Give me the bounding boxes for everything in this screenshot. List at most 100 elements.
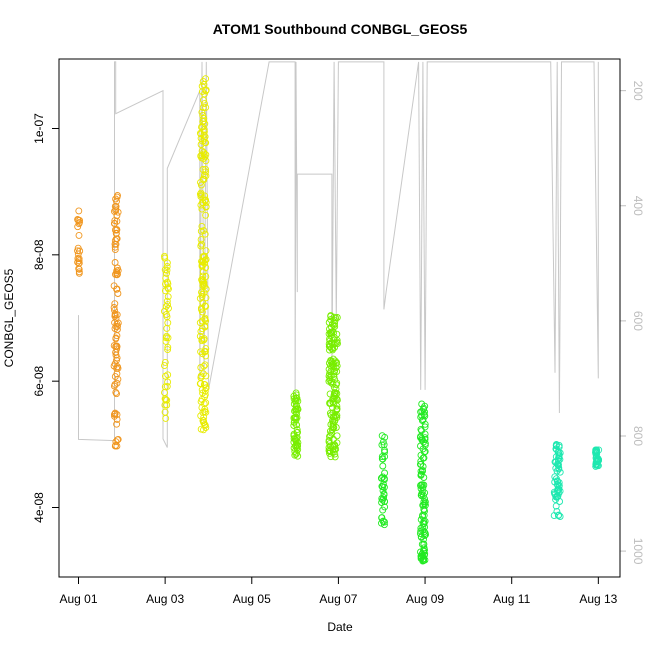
data-point — [420, 520, 428, 527]
data-point — [112, 235, 120, 243]
data-point — [199, 282, 207, 290]
data-point — [333, 432, 341, 440]
data-point — [164, 319, 172, 327]
data-point — [161, 362, 168, 370]
data-point — [197, 201, 205, 209]
plot-frame — [58, 58, 621, 578]
data-point — [378, 432, 386, 440]
data-point — [202, 211, 210, 219]
data-point — [333, 379, 341, 387]
data-point — [328, 363, 336, 371]
data-point — [114, 375, 122, 383]
data-point — [113, 217, 121, 225]
data-point — [162, 274, 170, 282]
data-point — [201, 420, 209, 428]
data-point — [163, 269, 170, 277]
data-point — [161, 401, 169, 409]
data-point — [111, 380, 119, 388]
data-point — [331, 417, 339, 425]
data-point — [327, 453, 335, 461]
pressure-track-line — [78, 61, 599, 448]
data-point — [330, 329, 338, 337]
data-point — [198, 82, 206, 90]
y-axis-label: CONBGL_GEOS5 — [2, 268, 16, 367]
data-point — [593, 460, 601, 468]
data-point — [377, 474, 385, 482]
data-point — [112, 207, 120, 215]
data-point — [553, 487, 561, 495]
data-point — [163, 332, 171, 340]
data-point — [110, 304, 118, 311]
data-point — [113, 326, 121, 333]
data-point — [418, 417, 426, 424]
data-point — [196, 319, 204, 327]
data-point — [200, 400, 208, 408]
data-point — [417, 460, 425, 468]
data-point — [293, 394, 301, 402]
data-point — [113, 285, 121, 293]
data-point — [555, 483, 563, 491]
data-point — [76, 247, 84, 255]
data-point — [328, 328, 336, 336]
data-point — [111, 246, 119, 254]
data-point — [552, 464, 560, 472]
data-point — [378, 519, 385, 527]
data-point — [554, 460, 561, 468]
data-point — [113, 390, 120, 398]
data-point — [552, 502, 560, 510]
data-point — [198, 108, 206, 116]
data-point — [114, 319, 122, 327]
data-point — [197, 141, 205, 148]
data-point — [417, 471, 425, 479]
data-point — [554, 462, 562, 470]
data-point — [201, 361, 209, 369]
data-point — [290, 418, 298, 426]
data-point — [197, 189, 205, 197]
y-tick-label: 4e-08 — [32, 492, 46, 523]
data-point — [381, 503, 389, 511]
data-point — [165, 304, 172, 312]
data-point — [199, 370, 207, 378]
y2-tick-label: 1000 — [631, 538, 645, 565]
data-point — [293, 449, 301, 457]
data-point — [162, 337, 170, 345]
data-point — [381, 453, 389, 461]
data-point — [417, 481, 425, 489]
data-point — [378, 455, 386, 463]
data-point — [198, 290, 206, 298]
data-point — [380, 441, 388, 449]
data-point — [556, 513, 564, 520]
data-point — [111, 243, 119, 251]
data-point — [552, 441, 560, 448]
data-point — [555, 485, 563, 493]
data-point — [420, 448, 428, 456]
data-point — [294, 452, 302, 460]
data-point — [199, 96, 207, 104]
data-point — [111, 409, 119, 417]
data-point — [421, 546, 429, 554]
data-point — [202, 103, 210, 111]
data-point — [202, 202, 210, 210]
data-point — [419, 512, 426, 520]
x-axis-label: Date — [327, 620, 353, 634]
data-point — [379, 462, 387, 470]
data-point — [201, 90, 208, 98]
data-point — [201, 314, 209, 322]
data-point — [326, 432, 333, 440]
data-point — [329, 418, 337, 426]
data-point — [110, 410, 118, 418]
points-layer — [74, 75, 603, 565]
data-point — [592, 446, 600, 454]
data-point — [202, 196, 210, 204]
data-point — [111, 259, 119, 266]
data-point — [198, 222, 206, 230]
data-point — [161, 254, 169, 262]
data-point — [592, 448, 599, 456]
data-point — [112, 388, 120, 396]
data-point — [326, 374, 334, 382]
data-point — [199, 77, 207, 85]
data-point — [161, 358, 169, 366]
data-point — [292, 397, 300, 405]
data-point — [161, 389, 168, 397]
